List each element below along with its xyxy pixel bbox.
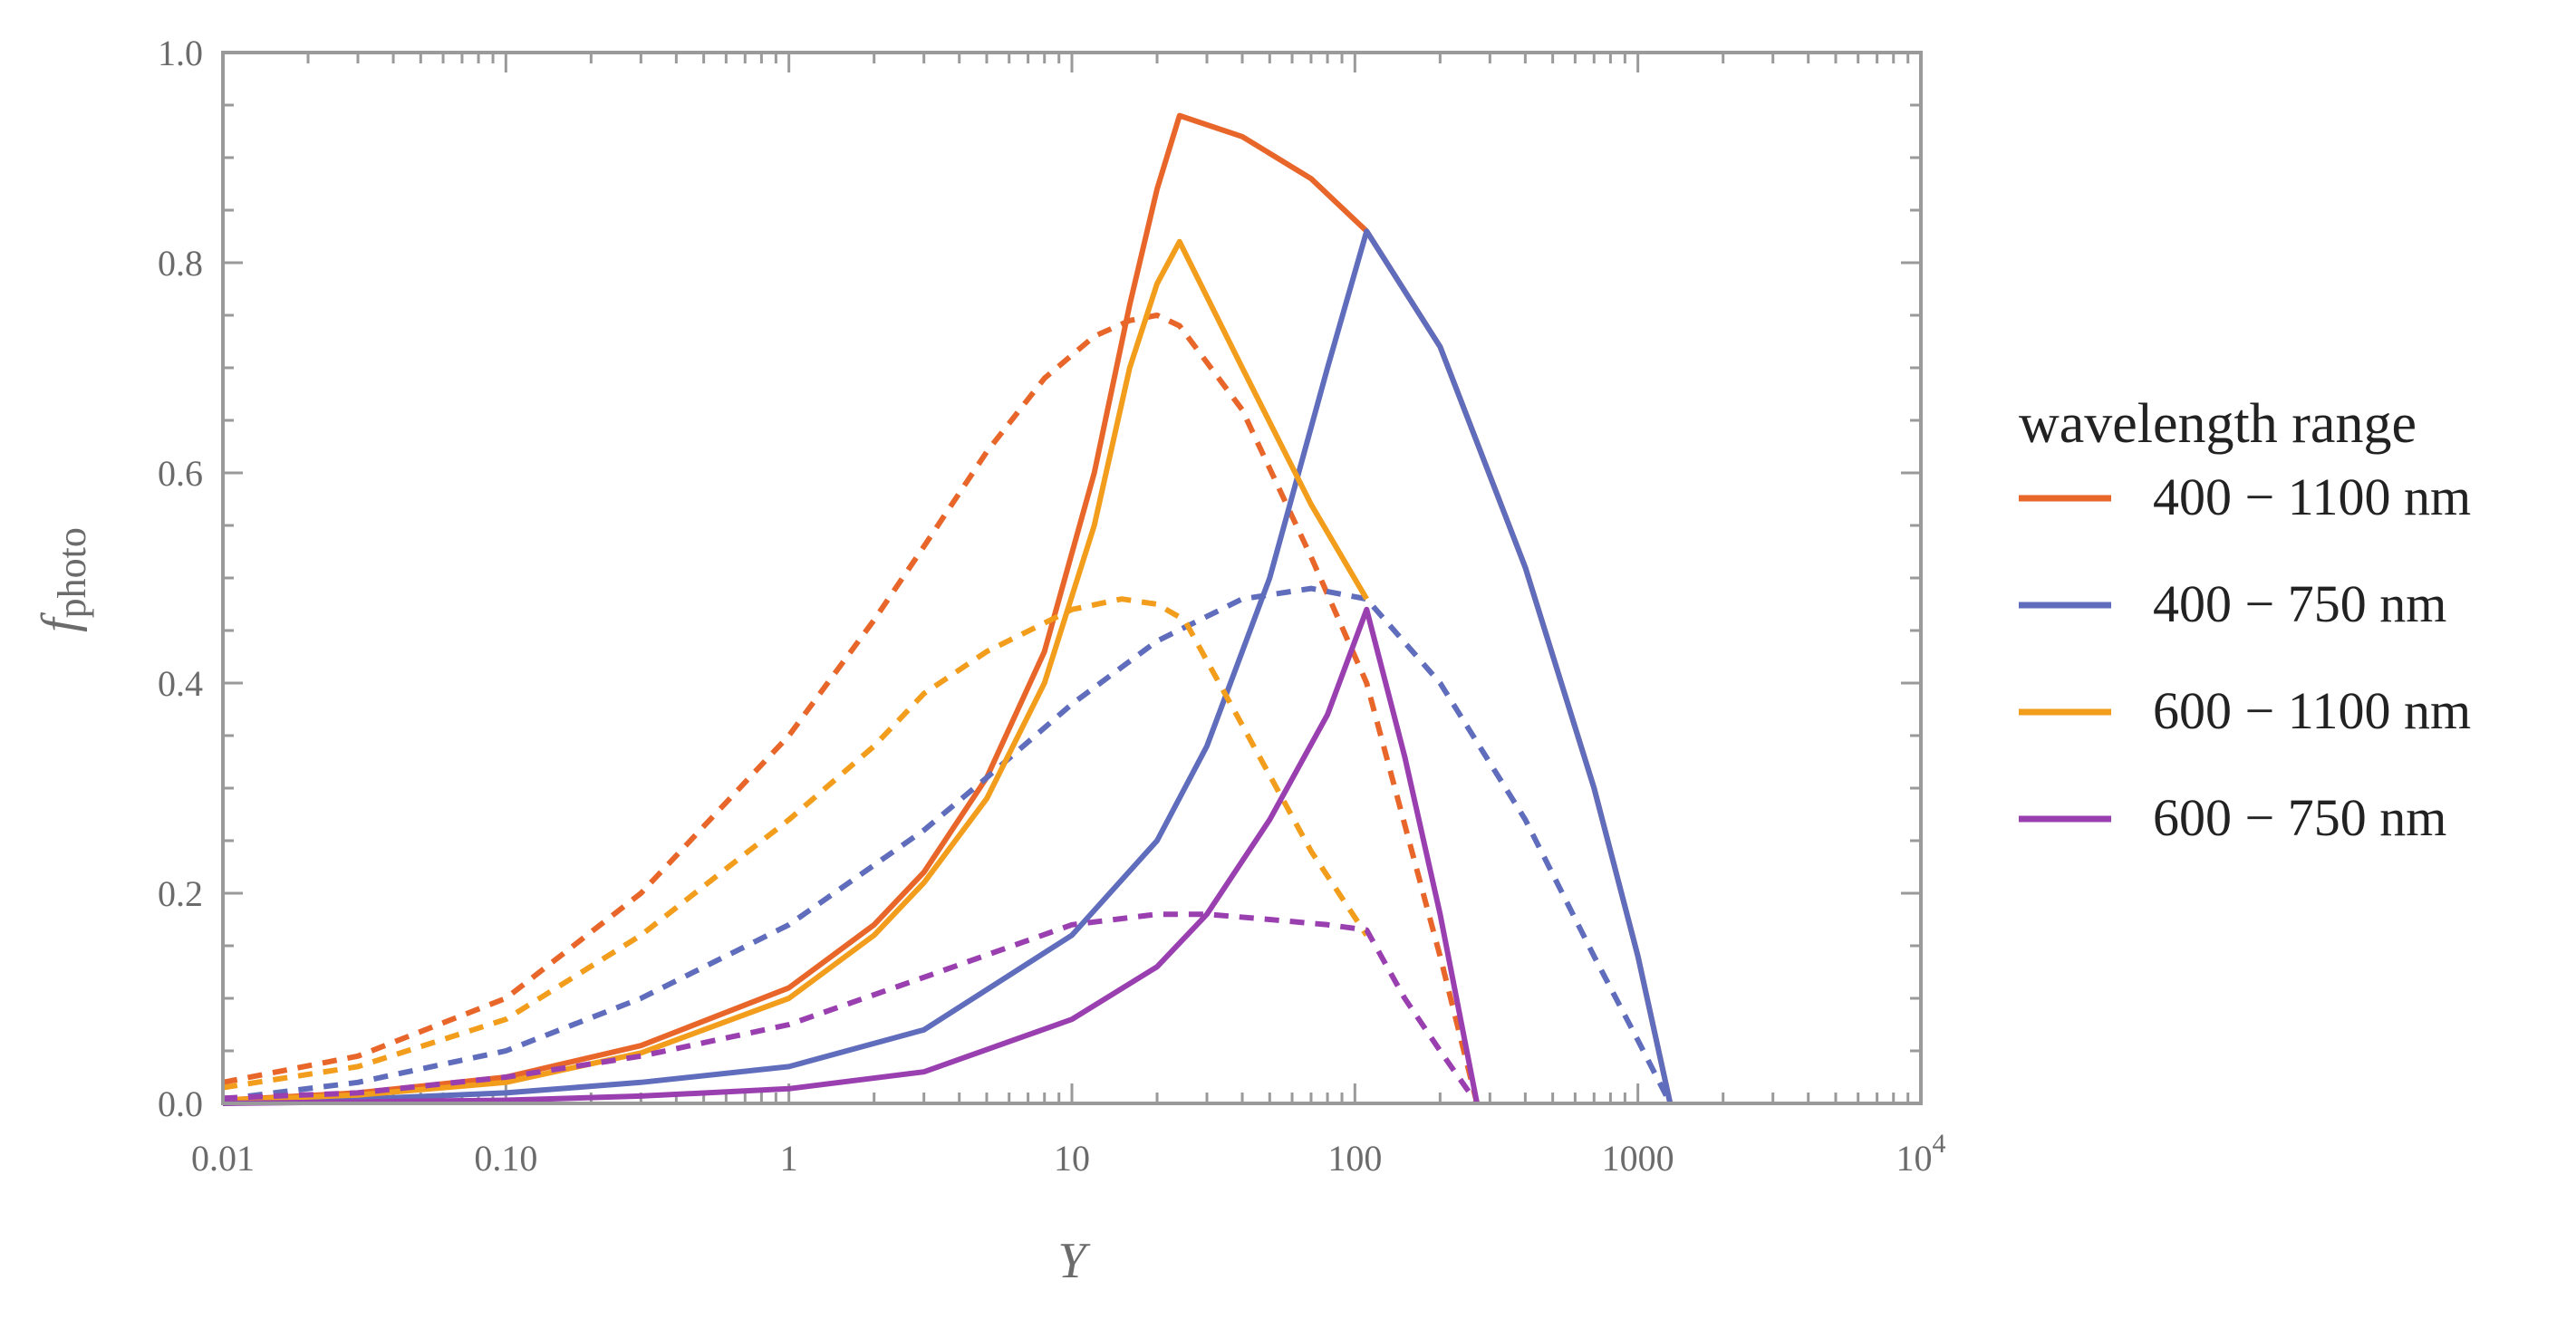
x-tick-label: 1	[780, 1138, 798, 1179]
y-tick-label: 1.0	[158, 33, 203, 73]
x-tick-label: 104	[1896, 1129, 1946, 1179]
y-tick-label: 0.0	[158, 1083, 203, 1124]
legend-title: wavelength range	[2019, 393, 2417, 455]
legend-entry-label: 400 − 1100 nm	[2153, 467, 2471, 526]
x-axis-label: Y	[1057, 1233, 1091, 1289]
x-tick-label: 0.10	[474, 1138, 537, 1179]
y-tick-label: 0.4	[158, 663, 203, 704]
y-axis-label-sub: photo	[50, 527, 94, 618]
y-tick-label: 0.2	[158, 873, 203, 914]
series-1-dashed-line	[222, 313, 1481, 1104]
x-tick-label-exponent: 4	[1933, 1129, 1946, 1159]
series-4-dashed-line	[222, 911, 1480, 1105]
series-3-solid-line	[222, 238, 1369, 1103]
series-2-solid-line	[222, 228, 1674, 1106]
y-tick-label: 0.6	[158, 453, 203, 494]
axis-labels: Y fphoto	[32, 527, 1091, 1289]
series-2-dashed-line	[222, 585, 1673, 1105]
legend: wavelength range 400 − 1100 nm 400 − 750 …	[2019, 393, 2471, 847]
plot-frame	[221, 51, 1923, 1105]
x-tick-label: 0.01	[191, 1138, 255, 1179]
x-tick-label: 10	[1054, 1138, 1090, 1179]
y-axis-label: fphoto	[32, 527, 94, 632]
x-tick-label: 1000	[1602, 1138, 1674, 1179]
legend-entry-label: 600 − 1100 nm	[2153, 681, 2471, 740]
y-tick-label: 0.8	[158, 243, 203, 284]
axis-ticks: 0.01 0.10 1 10 100 1000 104 0.0 0.2 0.4 0.6 0.8 1.0	[158, 33, 1946, 1179]
x-tick-label: 100	[1327, 1138, 1382, 1179]
legend-entry-label: 400 − 750 nm	[2153, 574, 2446, 633]
series-layer	[222, 112, 1674, 1106]
series-4-solid-line	[222, 606, 1481, 1106]
series-1-solid-line	[222, 112, 1674, 1104]
legend-entry-label: 600 − 750 nm	[2153, 788, 2446, 847]
series-3-dashed-line	[222, 596, 1369, 1091]
